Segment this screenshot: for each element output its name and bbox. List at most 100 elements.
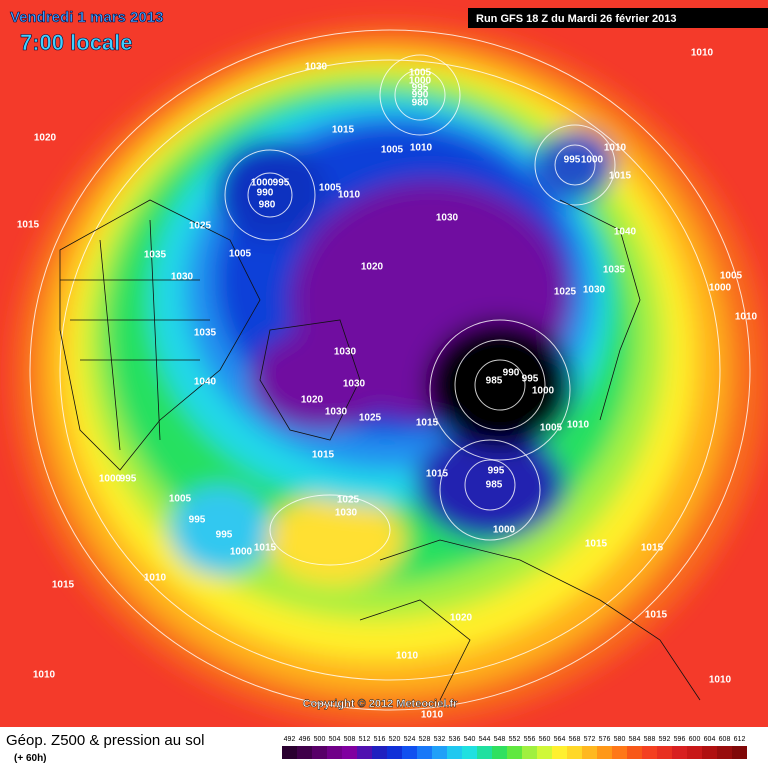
coastlines (59, 199, 701, 701)
isobar-label: 1010 (33, 670, 56, 681)
isobar-label: 1010 (735, 312, 758, 323)
scale-swatch (447, 746, 462, 759)
isobar-label: 1030 (335, 508, 358, 519)
scale-swatch (462, 746, 477, 759)
isobar-label: 1025 (554, 287, 577, 298)
isobar-label: 1035 (144, 250, 167, 261)
isobar-label: 1010 (396, 651, 419, 662)
scale-label: 516 (374, 736, 386, 743)
isobar-label: 1020 (450, 613, 473, 624)
scale-label: 564 (554, 736, 566, 743)
scale-swatch (717, 746, 732, 759)
isobar-label: 1030 (325, 407, 348, 418)
scale-label: 520 (389, 736, 401, 743)
legend-subtitle: (+ 60h) (14, 753, 47, 764)
isobar-label: 990 (412, 90, 429, 101)
isobar-label: 1015 (332, 125, 355, 136)
isobar-label: 1015 (585, 539, 608, 550)
isobar-label: 1040 (614, 227, 637, 238)
isobar-label: 1035 (603, 265, 626, 276)
scale-label: 576 (599, 736, 611, 743)
scale-label: 500 (314, 736, 326, 743)
scale-swatch (567, 746, 582, 759)
isobar-label: 995 (412, 83, 429, 94)
isobar-label: 1030 (305, 62, 328, 73)
scale-swatch (492, 746, 507, 759)
isobar-label: 1005 (381, 145, 404, 156)
scale-swatch (672, 746, 687, 759)
time-label: 7:00 locale (20, 30, 133, 55)
isobar-label: 1040 (194, 377, 217, 388)
isobar-label: 1005 (169, 494, 192, 505)
isobar-label: 1000 (532, 386, 555, 397)
isobar-label: 1025 (359, 413, 382, 424)
isobars (29, 29, 751, 711)
scale-swatch (342, 746, 357, 759)
isobar-label: 1010 (604, 143, 627, 154)
scale-swatch (522, 746, 537, 759)
isobar-label: 1015 (641, 543, 664, 554)
scale-label: 544 (479, 736, 491, 743)
isobar-label: 1025 (189, 221, 212, 232)
isobar-label: 995 (273, 178, 290, 189)
scale-label: 528 (419, 736, 431, 743)
isobar-label: 1000 (709, 283, 732, 294)
isobar-label: 980 (412, 98, 429, 109)
scale-label: 492 (284, 736, 296, 743)
isobar-label: 1000 (493, 525, 516, 536)
scale-swatch (642, 746, 657, 759)
scale-label: 508 (344, 736, 356, 743)
isobar-label: 1010 (691, 48, 714, 59)
isobar-label: 1030 (436, 213, 459, 224)
isobar-label: 990 (257, 188, 274, 199)
scale-swatch (732, 746, 747, 759)
isobar-label: 1015 (645, 610, 668, 621)
isobar-label: 995 (488, 466, 505, 477)
color-scale: 492 496 500 504 508 512 516 520 524 528 532 536 540 5… (282, 736, 747, 759)
isobar-label: 1015 (416, 418, 439, 429)
scale-label: 596 (674, 736, 686, 743)
isobar-label: 1010 (338, 190, 361, 201)
isobar-label: 1010 (410, 143, 433, 154)
scale-swatch (612, 746, 627, 759)
isobar-label: 1030 (334, 347, 357, 358)
isobar-label: 1020 (301, 395, 324, 406)
isobar-label: 1025 (337, 495, 360, 506)
scale-swatch (687, 746, 702, 759)
scale-label: 536 (449, 736, 461, 743)
scale-label: 504 (329, 736, 341, 743)
scale-swatch (582, 746, 597, 759)
isobar-label: 1005 (720, 271, 743, 282)
scale-label: 580 (614, 736, 626, 743)
isobar-label: 1030 (583, 285, 606, 296)
scale-swatch (597, 746, 612, 759)
scale-swatch (702, 746, 717, 759)
scale-label: 608 (719, 736, 731, 743)
scale-swatch (627, 746, 642, 759)
isobar-label: 1015 (254, 543, 277, 554)
isobar-label: 985 (486, 376, 503, 387)
run-box (468, 8, 768, 28)
isobar-label: 995 (189, 515, 206, 526)
scale-label: 588 (644, 736, 656, 743)
isobar-label: 985 (486, 480, 503, 491)
isobar-label: 995 (216, 530, 233, 541)
scale-label: 560 (539, 736, 551, 743)
isobar-label: 1000 (581, 155, 604, 166)
run-label: Run GFS 18 Z du Mardi 26 février 2013 (476, 13, 677, 25)
isobar-label: 1030 (171, 272, 194, 283)
scale-label: 568 (569, 736, 581, 743)
isobar-label: 1015 (609, 171, 632, 182)
copyright: Copyright © 2012 Meteociel.fr (303, 698, 459, 710)
scale-label: 592 (659, 736, 671, 743)
scale-swatch (477, 746, 492, 759)
scale-swatch (297, 746, 312, 759)
scale-label: 512 (359, 736, 371, 743)
scale-swatch (657, 746, 672, 759)
isobar-label: 1015 (17, 220, 40, 231)
isobar-label: 1035 (194, 328, 217, 339)
scale-label: 604 (704, 736, 716, 743)
isobar-label: 995 (564, 155, 581, 166)
